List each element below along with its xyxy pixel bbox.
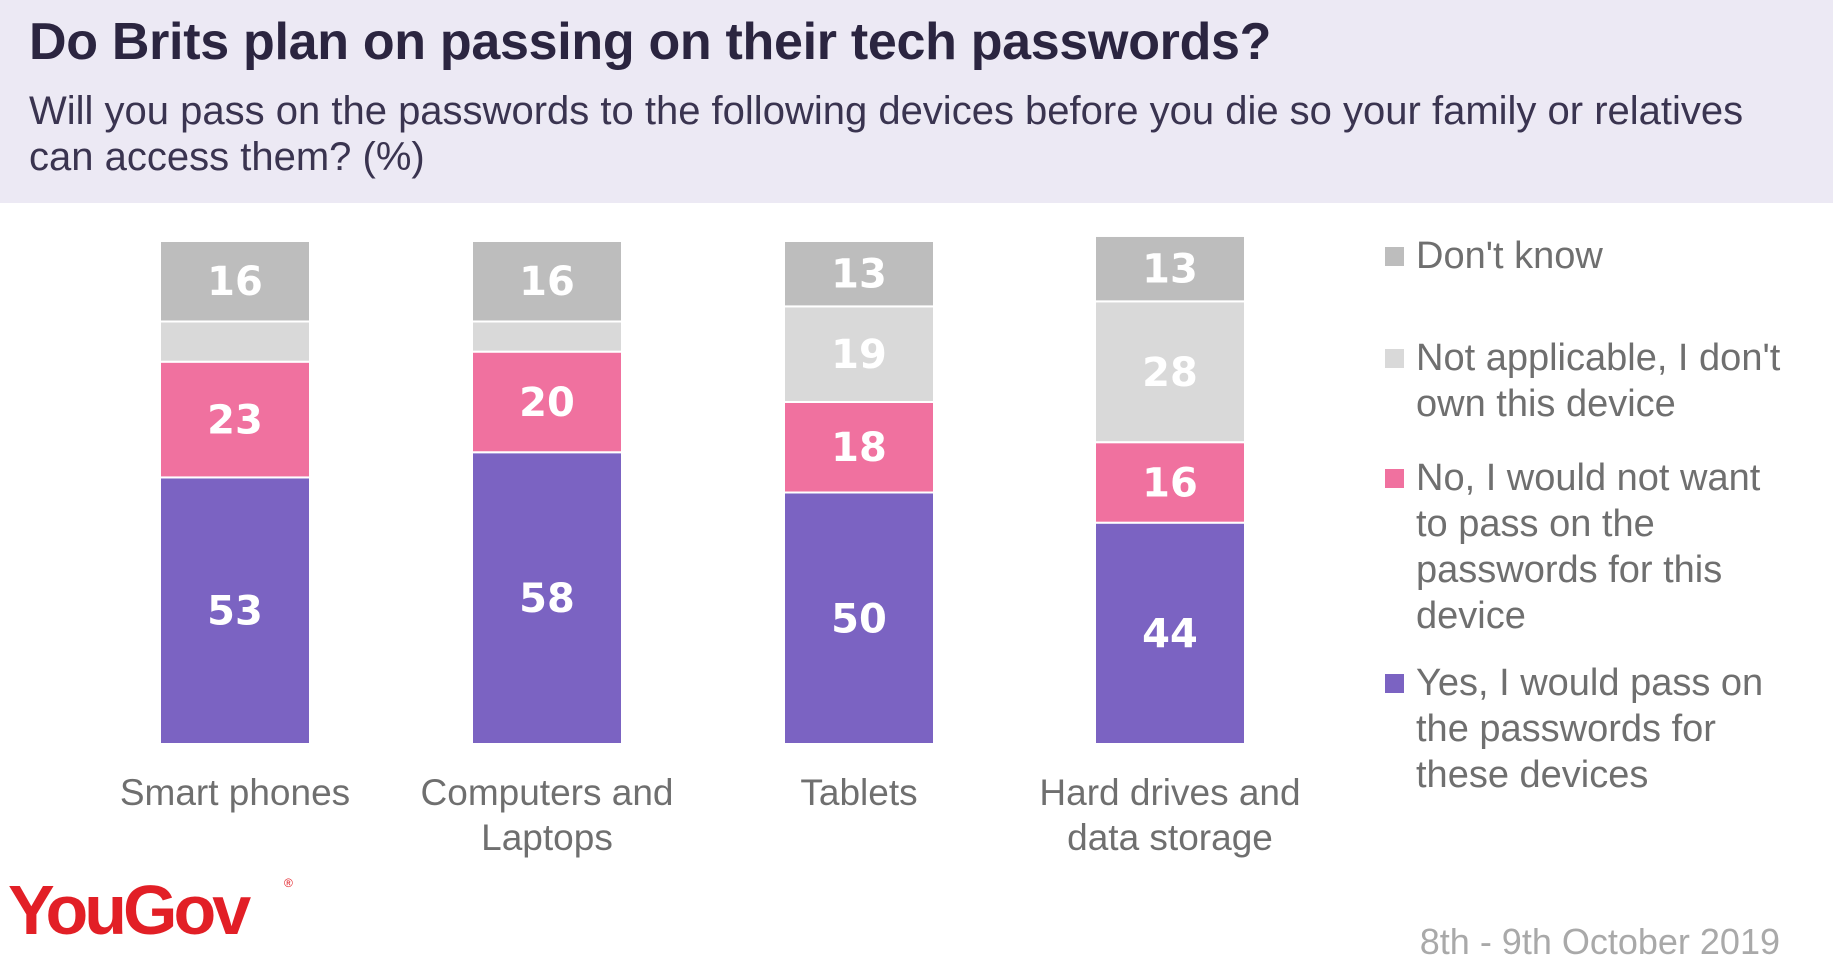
bar-segment-2-1 [159,360,311,479]
bar-segment-2-2 [471,350,623,454]
bar-segment-1-3 [783,491,935,745]
category-label: Smart phones [120,772,350,813]
data-label: 23 [207,398,263,444]
bar-segment-1-4 [1094,521,1246,745]
legend-label: Not applicable, I don't own this device [1416,337,1781,425]
category-label: Computers and [421,772,674,813]
survey-date: 8th - 9th October 2019 [1419,921,1780,962]
bar-segment-4-3 [783,240,935,308]
data-label: 13 [831,252,887,298]
bar-segment-1-2 [471,451,623,745]
legend-swatch [1385,349,1404,368]
data-label: 44 [1142,611,1198,657]
legend-label: No, I would not want to pass on the passwo… [1416,457,1761,637]
registered-mark: ® [284,876,293,890]
data-label: 16 [1142,460,1198,506]
data-label: 58 [519,576,575,622]
bar-segment-4-1 [159,240,311,323]
category-label: data storage [1067,817,1273,858]
legend-label: Yes, I would pass on the passwords for the… [1416,662,1764,796]
bar-segment-3-4 [1094,300,1246,444]
data-label: 19 [831,332,887,378]
data-label: 18 [831,425,887,471]
data-label: 50 [831,596,887,642]
legend-swatch [1385,247,1404,266]
category-label: Tablets [800,772,917,813]
category-label: Laptops [481,817,613,858]
chart-subtitle: Will you pass on the passwords to the fo… [29,89,1744,179]
legend-swatch [1385,674,1404,693]
bar-segment-1-1 [159,476,311,745]
bar-segment-2-4 [1094,441,1246,524]
data-label: 28 [1142,350,1198,396]
category-label: Hard drives and [1039,772,1300,813]
legend-swatch [1385,469,1404,488]
data-label: 20 [519,380,575,426]
bar-segment-4-4 [1094,234,1246,303]
header-panel: Do Brits plan on passing on their tech p… [0,0,1833,203]
data-label: 16 [207,259,263,305]
data-label: 13 [1142,247,1198,293]
bar-segment-3-1 [159,320,311,363]
bar-segment-3-3 [783,305,935,403]
chart-title: Do Brits plan on passing on their tech p… [29,13,1272,71]
bar-segment-4-2 [471,240,623,323]
bar-segment-2-3 [783,400,935,494]
legend-label: Don't know [1416,235,1603,277]
data-label: 53 [207,589,263,635]
data-label: 16 [519,259,575,305]
yougov-logo: YouGov [8,871,251,949]
bar-segment-3-2 [471,320,623,353]
